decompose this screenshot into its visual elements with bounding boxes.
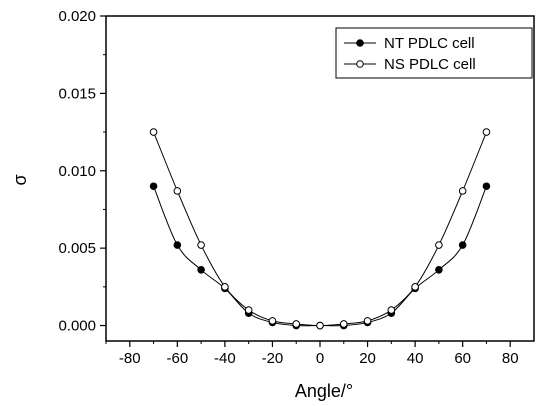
x-axis: -80 -60 -40 -20 0 20 40 60 80: [105, 341, 519, 367]
legend-marker-nt-pdlc-cell: [356, 39, 364, 47]
data-point-ns-pdlc-cell: [268, 317, 277, 325]
data-point-ns-pdlc-cell: [173, 187, 182, 195]
x-tick-label: -80: [119, 350, 141, 367]
legend-label-ns-pdlc-cell: NS PDLC cell: [384, 56, 476, 73]
data-point-ns-pdlc-cell: [482, 128, 491, 136]
data-point-ns-pdlc-cell: [363, 317, 372, 325]
x-tick-label: -40: [214, 350, 236, 367]
data-point-ns-pdlc-cell: [149, 128, 158, 136]
data-point-ns-pdlc-cell: [411, 283, 419, 291]
y-tick-label: 0.020: [58, 8, 96, 25]
data-point-ns-pdlc-cell: [435, 241, 443, 249]
data-point-ns-pdlc-cell: [197, 241, 205, 249]
y-tick-label: 0.010: [58, 163, 96, 180]
x-tick-label: -60: [166, 350, 188, 367]
series-layer: [149, 128, 491, 330]
series-line-ns-pdlc-cell: [153, 131, 487, 327]
legend-box: [335, 27, 533, 79]
y-tick-label: 0.015: [58, 85, 96, 102]
series-line-nt-pdlc-cell: [153, 186, 487, 327]
data-point-nt-pdlc-cell: [458, 241, 467, 249]
x-tick-label: 60: [454, 350, 471, 367]
data-point-ns-pdlc-cell: [316, 321, 324, 330]
data-point-ns-pdlc-cell: [387, 306, 396, 314]
data-point-nt-pdlc-cell: [149, 182, 158, 191]
data-point-nt-pdlc-cell: [173, 241, 182, 249]
x-tick-label: 20: [359, 350, 376, 367]
x-tick-label: -20: [262, 350, 284, 367]
y-axis: 0.000 0.005 0.010 0.015 0.020: [58, 8, 106, 335]
legend-label-nt-pdlc-cell: NT PDLC cell: [384, 35, 475, 52]
y-tick-label: 0.000: [58, 318, 96, 335]
x-tick-label: 80: [502, 350, 519, 367]
y-tick-label: 0.005: [58, 240, 96, 257]
data-point-ns-pdlc-cell: [458, 187, 467, 195]
y-axis-title: σ: [10, 174, 30, 185]
data-point-ns-pdlc-cell: [244, 306, 253, 314]
legend-marker-ns-pdlc-cell: [356, 60, 364, 68]
data-point-nt-pdlc-cell: [435, 266, 443, 274]
data-point-ns-pdlc-cell: [339, 320, 348, 328]
x-tick-label: 0: [316, 350, 324, 367]
data-point-ns-pdlc-cell: [292, 320, 301, 328]
legend: NT PDLC cell NS PDLC cell: [335, 27, 533, 79]
data-point-nt-pdlc-cell: [482, 182, 491, 191]
data-point-ns-pdlc-cell: [221, 283, 229, 291]
x-axis-title: Angle/°: [295, 381, 353, 401]
x-tick-label: 40: [407, 350, 424, 367]
data-point-nt-pdlc-cell: [197, 266, 205, 274]
